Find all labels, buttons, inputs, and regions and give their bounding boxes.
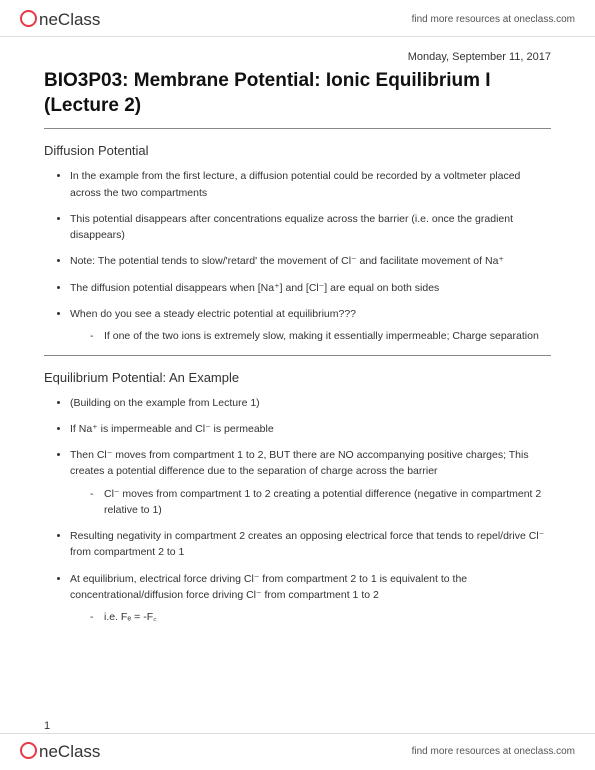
- section-heading: Equilibrium Potential: An Example: [44, 370, 551, 385]
- list-item: This potential disappears after concentr…: [70, 211, 551, 244]
- list-item: At equilibrium, electrical force driving…: [70, 571, 551, 626]
- list-item: When do you see a steady electric potent…: [70, 306, 551, 345]
- list-item-text: If Na⁺ is impermeable and Cl⁻ is permeab…: [70, 423, 274, 435]
- document-date: Monday, September 11, 2017: [44, 51, 551, 63]
- sub-list-item: i.e. Fₑ = -F꜀: [104, 609, 551, 625]
- list-item: (Building on the example from Lecture 1): [70, 395, 551, 411]
- page-footer: neClass find more resources at oneclass.…: [0, 733, 595, 770]
- sub-list-item: If one of the two ions is extremely slow…: [104, 328, 551, 344]
- page-header: neClass find more resources at oneclass.…: [0, 0, 595, 37]
- list-item: Note: The potential tends to slow/'retar…: [70, 253, 551, 269]
- list-item-text: Note: The potential tends to slow/'retar…: [70, 255, 504, 267]
- list-item-text: Then Cl⁻ moves from compartment 1 to 2, …: [70, 449, 529, 477]
- sub-list-item: Cl⁻ moves from compartment 1 to 2 creati…: [104, 486, 551, 519]
- list-item-text: The diffusion potential disappears when …: [70, 282, 439, 294]
- list-item-text: (Building on the example from Lecture 1): [70, 397, 260, 409]
- logo-text-suffix: Class: [58, 10, 101, 30]
- list-item-text: This potential disappears after concentr…: [70, 213, 513, 241]
- section-diffusion: Diffusion Potential In the example from …: [44, 143, 551, 344]
- list-item-text: When do you see a steady electric potent…: [70, 308, 356, 320]
- logo-circle-icon: [20, 10, 37, 27]
- list-item: Resulting negativity in compartment 2 cr…: [70, 528, 551, 561]
- list-item-text: In the example from the first lecture, a…: [70, 170, 520, 198]
- logo-circle-icon: [20, 742, 37, 759]
- sub-list: If one of the two ions is extremely slow…: [70, 328, 551, 344]
- document-title: BIO3P03: Membrane Potential: Ionic Equil…: [44, 69, 551, 118]
- divider: [44, 355, 551, 356]
- document-content: Monday, September 11, 2017 BIO3P03: Memb…: [0, 37, 595, 645]
- list-item: The diffusion potential disappears when …: [70, 280, 551, 296]
- sub-list: Cl⁻ moves from compartment 1 to 2 creati…: [70, 486, 551, 519]
- bullet-list: (Building on the example from Lecture 1)…: [44, 395, 551, 626]
- divider: [44, 128, 551, 129]
- list-item-text: At equilibrium, electrical force driving…: [70, 573, 467, 601]
- section-heading: Diffusion Potential: [44, 143, 551, 158]
- page-number: 1: [44, 720, 50, 732]
- logo-text-prefix: ne: [39, 10, 58, 30]
- section-equilibrium: Equilibrium Potential: An Example (Build…: [44, 370, 551, 626]
- logo-text-prefix: ne: [39, 742, 58, 762]
- logo: neClass: [20, 8, 100, 30]
- sub-list: i.e. Fₑ = -F꜀: [70, 609, 551, 625]
- list-item: If Na⁺ is impermeable and Cl⁻ is permeab…: [70, 421, 551, 437]
- header-link[interactable]: find more resources at oneclass.com: [412, 14, 575, 25]
- logo-text-suffix: Class: [58, 742, 101, 762]
- list-item: Then Cl⁻ moves from compartment 1 to 2, …: [70, 447, 551, 518]
- list-item-text: Resulting negativity in compartment 2 cr…: [70, 530, 544, 558]
- list-item: In the example from the first lecture, a…: [70, 168, 551, 201]
- logo: neClass: [20, 740, 100, 762]
- bullet-list: In the example from the first lecture, a…: [44, 168, 551, 344]
- footer-link[interactable]: find more resources at oneclass.com: [412, 746, 575, 757]
